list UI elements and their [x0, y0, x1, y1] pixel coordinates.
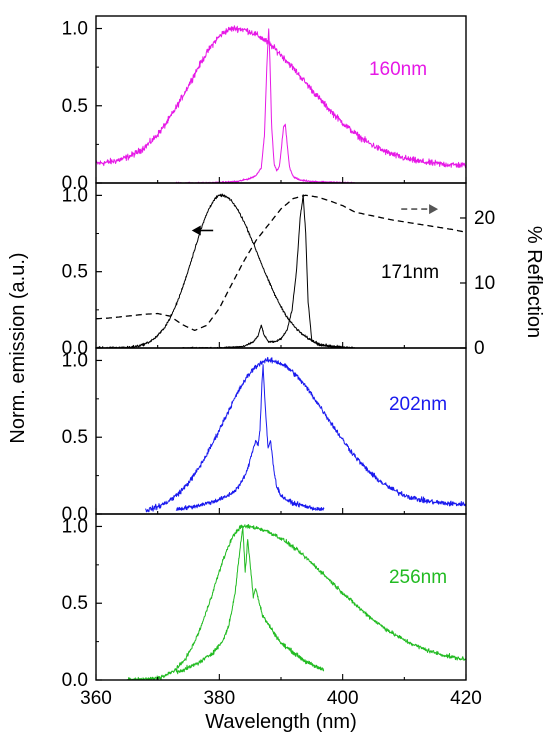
y-tick-label: 1.0: [62, 19, 88, 40]
series-256nm-narrow: [175, 526, 325, 675]
x-tick-label: 380: [203, 688, 235, 709]
y-tick-label: 1.0: [62, 185, 88, 206]
panel-frame: [95, 347, 467, 515]
panel-171nm: 0.0 0.5 1.0 0 10 20 171nm: [62, 182, 495, 359]
panel-label-171nm: 171nm: [381, 262, 439, 283]
y-tick-label: 0.5: [62, 96, 88, 117]
panel-160nm: 0.0 0.5 1.0 160nm: [62, 15, 467, 194]
y-tick-label: 1.0: [62, 516, 88, 537]
panel-label-160nm: 160nm: [369, 59, 427, 80]
y-tick-label: 1.0: [62, 350, 88, 371]
series-202nm-narrow: [175, 364, 325, 511]
y2-axis-title: % Reflection: [523, 226, 545, 338]
series-256nm-broad: [126, 524, 467, 681]
y-tick-label: 0.0: [62, 504, 88, 525]
series-202nm-broad: [145, 356, 467, 513]
arrow-head-left: [191, 225, 201, 236]
x-tick-label: 420: [450, 688, 482, 709]
panel-label-256nm: 256nm: [389, 567, 447, 588]
y-tick-label: 0.0: [62, 338, 88, 359]
series-171nm-narrow: [181, 194, 355, 349]
series-171nm-reflection: [96, 194, 467, 332]
arrow-head-right: [429, 204, 439, 215]
series-160nm-narrow: [175, 28, 355, 184]
x-tick-label: 400: [327, 688, 359, 709]
series-160nm-broad: [95, 25, 467, 169]
x-tick-label: 360: [80, 688, 112, 709]
y-tick-label: 0.5: [62, 427, 88, 448]
y-axis-title: Norm. emission (a.u.): [7, 252, 29, 443]
series-171nm-broad: [95, 193, 355, 349]
y-tick-label: 0.0: [62, 670, 88, 691]
y-tick-label: 0.5: [62, 262, 88, 283]
y-tick-label: 0.0: [62, 173, 88, 194]
x-axis-title: Wavelength (nm): [205, 711, 357, 733]
y2-tick-label: 20: [474, 208, 495, 229]
panel-202nm: 0.0 0.5 1.0 202nm: [62, 347, 467, 525]
y2-tick-label: 0: [474, 338, 485, 359]
y2-tick-label: 10: [474, 273, 495, 294]
panel-label-202nm: 202nm: [389, 394, 447, 415]
panel-256nm: 0.0 0.5 1.0 360 380 400 420 256nm: [62, 513, 482, 709]
y-tick-label: 0.5: [62, 593, 88, 614]
